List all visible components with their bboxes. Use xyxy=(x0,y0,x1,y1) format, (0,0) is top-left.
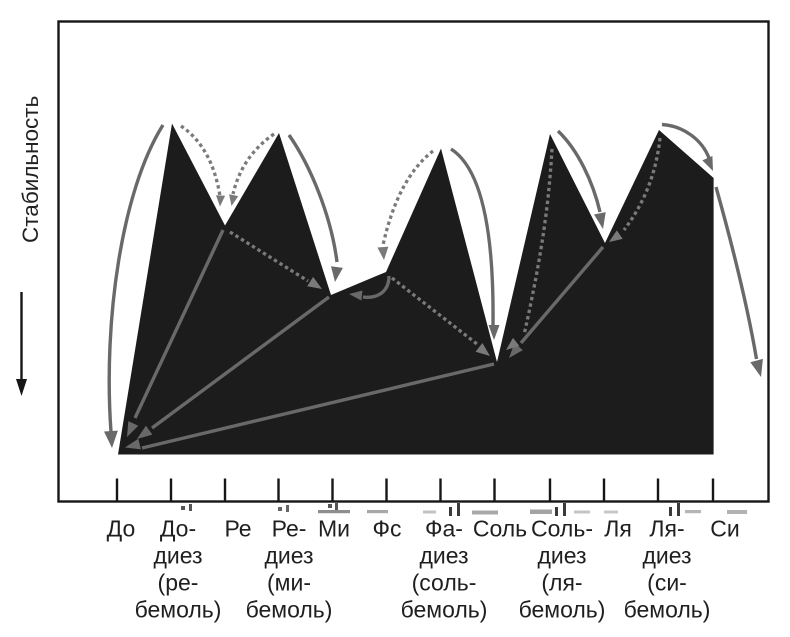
svg-text:бемоль): бемоль) xyxy=(135,597,222,623)
svg-text:(ми-: (ми- xyxy=(267,570,311,596)
svg-text:Си: Си xyxy=(710,516,739,542)
svg-text:диез: диез xyxy=(419,543,468,569)
svg-text:(соль-: (соль- xyxy=(412,570,477,596)
svg-text:Стабильность: Стабильность xyxy=(18,96,43,243)
svg-text:Соль: Соль xyxy=(473,516,527,542)
svg-text:(ля-: (ля- xyxy=(541,570,582,596)
svg-text:диез: диез xyxy=(153,543,202,569)
svg-text:До: До xyxy=(107,516,136,542)
svg-text:Ля-: Ля- xyxy=(649,516,684,542)
svg-text:(ре-: (ре- xyxy=(158,570,199,596)
svg-text:Ля: Ля xyxy=(604,516,632,542)
svg-text:Фа-: Фа- xyxy=(425,516,463,542)
svg-text:Ре-: Ре- xyxy=(272,516,307,542)
svg-text:Соль-: Соль- xyxy=(531,516,593,542)
svg-text:бемоль): бемоль) xyxy=(401,597,488,623)
svg-text:Ми: Ми xyxy=(318,516,350,542)
svg-text:диез: диез xyxy=(642,543,691,569)
svg-text:диез: диез xyxy=(537,543,586,569)
svg-text:бемоль): бемоль) xyxy=(519,597,606,623)
svg-text:Фс: Фс xyxy=(373,516,402,542)
svg-text:бемоль): бемоль) xyxy=(246,597,333,623)
svg-text:диез: диез xyxy=(264,543,313,569)
svg-text:бемоль): бемоль) xyxy=(624,597,711,623)
svg-text:Ре: Ре xyxy=(224,516,251,542)
svg-text:До-: До- xyxy=(160,516,196,542)
svg-text:(си-: (си- xyxy=(647,570,687,596)
